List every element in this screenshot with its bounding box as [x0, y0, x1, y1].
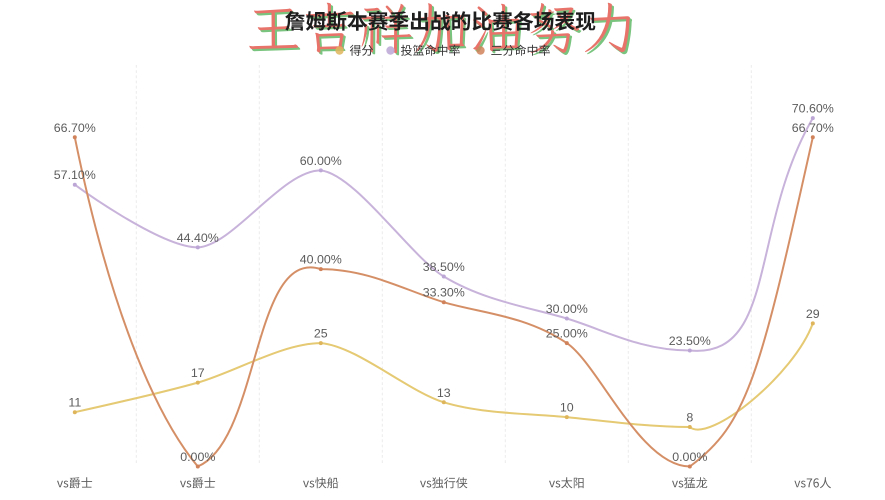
svg-text:11: 11 — [68, 396, 81, 410]
svg-text:23.50%: 23.50% — [669, 334, 711, 348]
svg-text:30.00%: 30.00% — [546, 302, 588, 316]
svg-text:44.40%: 44.40% — [177, 231, 219, 245]
svg-text:17: 17 — [191, 366, 205, 380]
svg-text:25: 25 — [314, 327, 328, 341]
svg-text:60.00%: 60.00% — [300, 154, 342, 168]
svg-text:70.60%: 70.60% — [792, 102, 834, 116]
svg-text:66.70%: 66.70% — [792, 121, 834, 135]
svg-text:13: 13 — [437, 386, 451, 400]
svg-text:33.30%: 33.30% — [423, 286, 465, 300]
svg-text:66.70%: 66.70% — [54, 121, 96, 135]
svg-text:29: 29 — [806, 307, 820, 321]
svg-text:38.50%: 38.50% — [423, 260, 465, 274]
svg-text:25.00%: 25.00% — [546, 327, 588, 341]
svg-text:0.00%: 0.00% — [672, 450, 707, 464]
svg-text:40.00%: 40.00% — [300, 253, 342, 267]
svg-text:8: 8 — [686, 411, 693, 425]
svg-text:0.00%: 0.00% — [180, 450, 215, 464]
svg-text:10: 10 — [560, 401, 574, 415]
svg-text:57.10%: 57.10% — [54, 168, 96, 182]
